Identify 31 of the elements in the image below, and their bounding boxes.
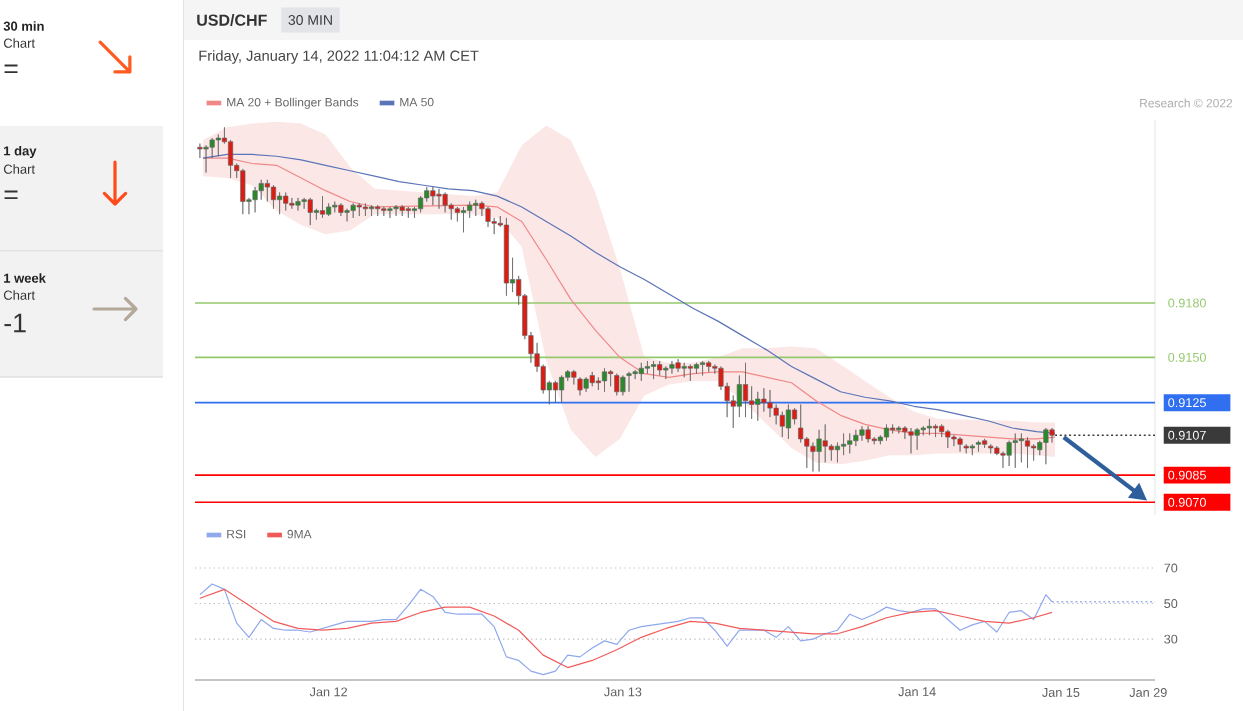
legend-label: MA 50 bbox=[400, 97, 434, 107]
legend-label: RSI bbox=[227, 529, 246, 539]
text: Research © 2022 bbox=[1140, 98, 1233, 108]
x-tick-label: Jan 13 bbox=[604, 687, 642, 697]
y-tick-label: 0.9107 bbox=[1168, 430, 1206, 440]
text: Chart bbox=[3, 164, 35, 174]
x-tick-label: Jan 12 bbox=[309, 687, 348, 697]
text: = bbox=[4, 64, 18, 74]
chart-subtitle: Friday, January 14, 2022 11:04:12 AM CET bbox=[199, 50, 479, 64]
y-tick-label: 70 bbox=[1164, 563, 1178, 573]
y-tick-label: 0.9125 bbox=[1168, 398, 1206, 408]
y-tick-label: 0.9085 bbox=[1168, 470, 1206, 480]
text: Chart bbox=[3, 290, 35, 300]
y-tick-label: 0.9150 bbox=[1168, 352, 1206, 362]
text: Jan 29 bbox=[1129, 688, 1167, 697]
y-tick-label: 0.9180 bbox=[1168, 298, 1206, 308]
x-tick-label: Jan 14 bbox=[898, 687, 936, 697]
text: = bbox=[4, 190, 18, 200]
text: 1 week bbox=[4, 273, 46, 283]
text: Jan 15 bbox=[1042, 688, 1080, 697]
y-tick-label: 30 bbox=[1164, 634, 1178, 644]
chart-title: USD/CHF bbox=[197, 14, 267, 26]
text: Chart bbox=[3, 38, 35, 48]
text: 30 MIN bbox=[288, 15, 332, 25]
legend-label: 9MA bbox=[287, 529, 312, 539]
text: 30 min bbox=[3, 21, 44, 31]
y-tick-label: 0.9070 bbox=[1168, 497, 1206, 507]
legend-label: MA 20 + Bollinger Bands bbox=[227, 97, 359, 109]
text: -1 bbox=[4, 313, 26, 333]
y-tick-label: 50 bbox=[1164, 599, 1178, 609]
text: 1 day bbox=[4, 145, 37, 159]
